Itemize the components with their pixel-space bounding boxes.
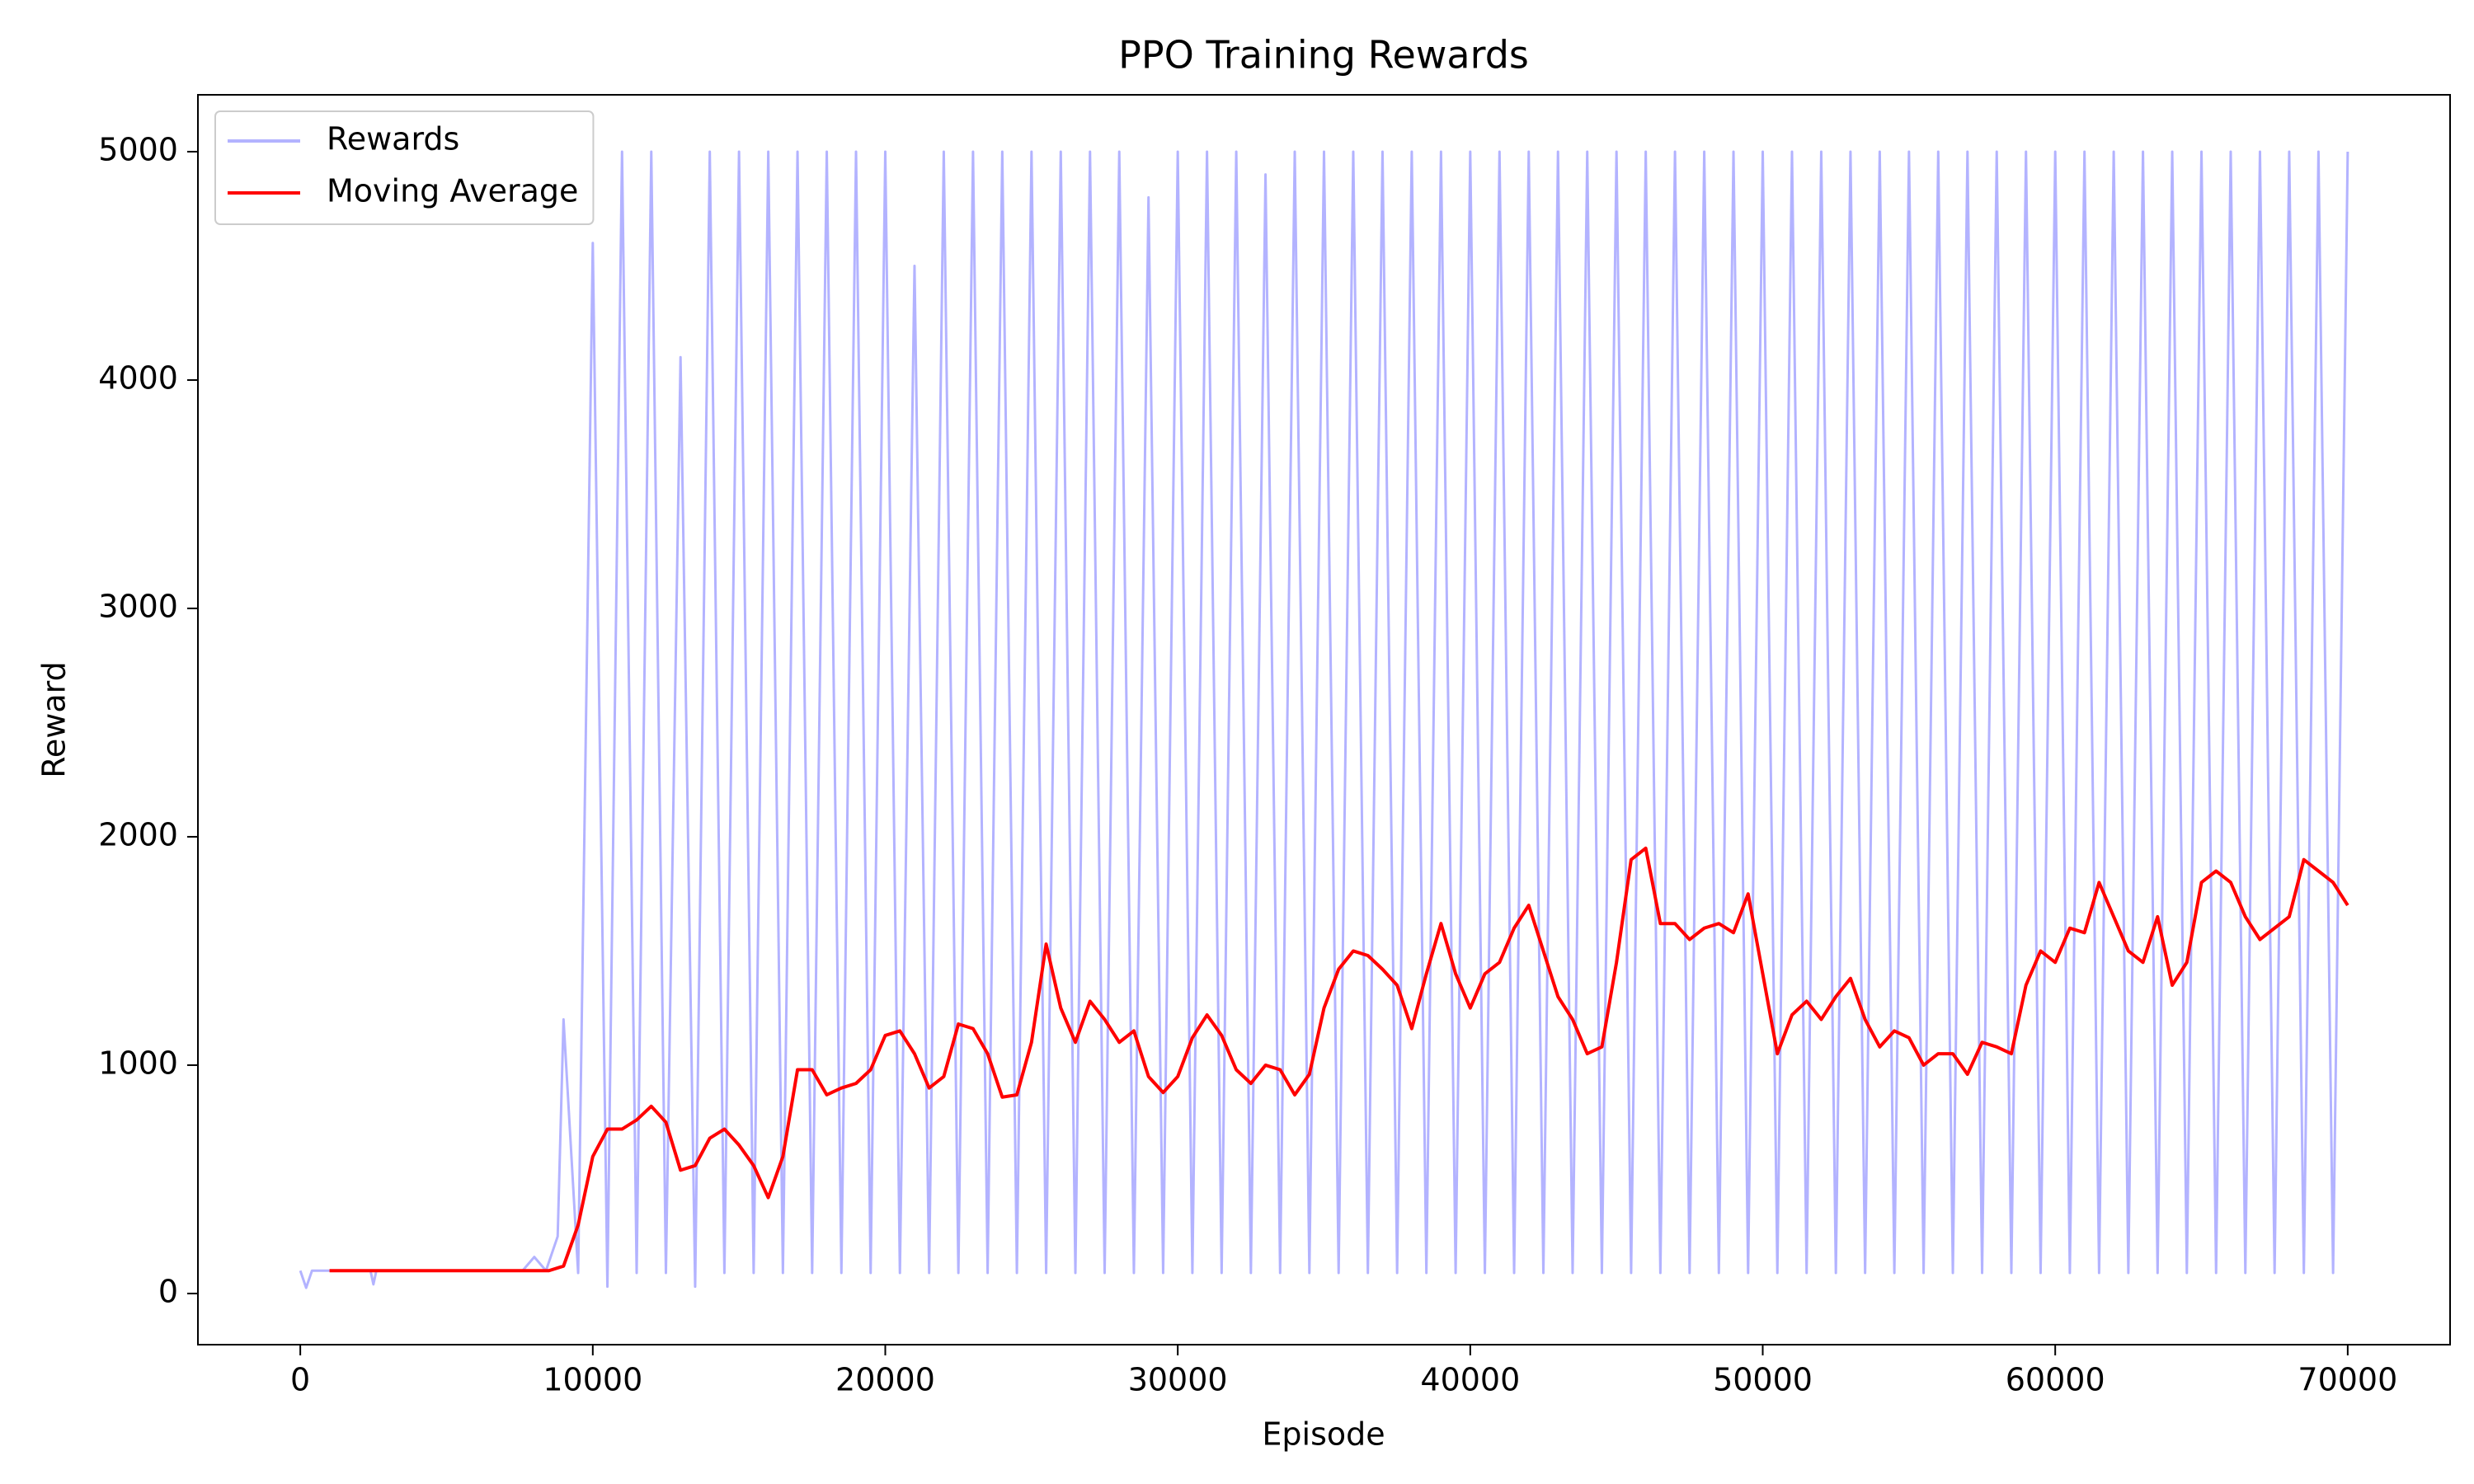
legend-box (214, 110, 595, 225)
y-tick-label: 2000 (98, 816, 178, 852)
x-tick-label: 50000 (1713, 1362, 1813, 1398)
legend-label: Moving Average (327, 173, 578, 209)
legend: Rewards Moving Average (214, 110, 595, 225)
x-tick-label: 20000 (835, 1362, 935, 1398)
chart-title: PPO Training Rewards (1118, 33, 1529, 77)
x-tick-label: 60000 (2006, 1362, 2105, 1398)
line-series (329, 846, 2349, 1273)
y-axis-label: Reward (36, 661, 73, 778)
x-tick-label: 0 (290, 1362, 310, 1398)
x-tick-label: 70000 (2298, 1362, 2397, 1398)
y-tick-label: 3000 (98, 588, 178, 624)
legend-label: Rewards (327, 121, 459, 157)
x-tick-label: 30000 (1128, 1362, 1228, 1398)
x-axis-label: Episode (1262, 1416, 1385, 1453)
x-tick-label: 10000 (543, 1362, 642, 1398)
y-tick-label: 4000 (98, 359, 178, 396)
y-tick-label: 0 (158, 1273, 178, 1309)
plot-frame (197, 94, 2451, 1345)
line-series (299, 150, 2349, 1289)
x-tick-label: 40000 (1420, 1362, 1520, 1398)
y-tick-label: 5000 (98, 131, 178, 167)
y-tick-label: 1000 (98, 1045, 178, 1081)
